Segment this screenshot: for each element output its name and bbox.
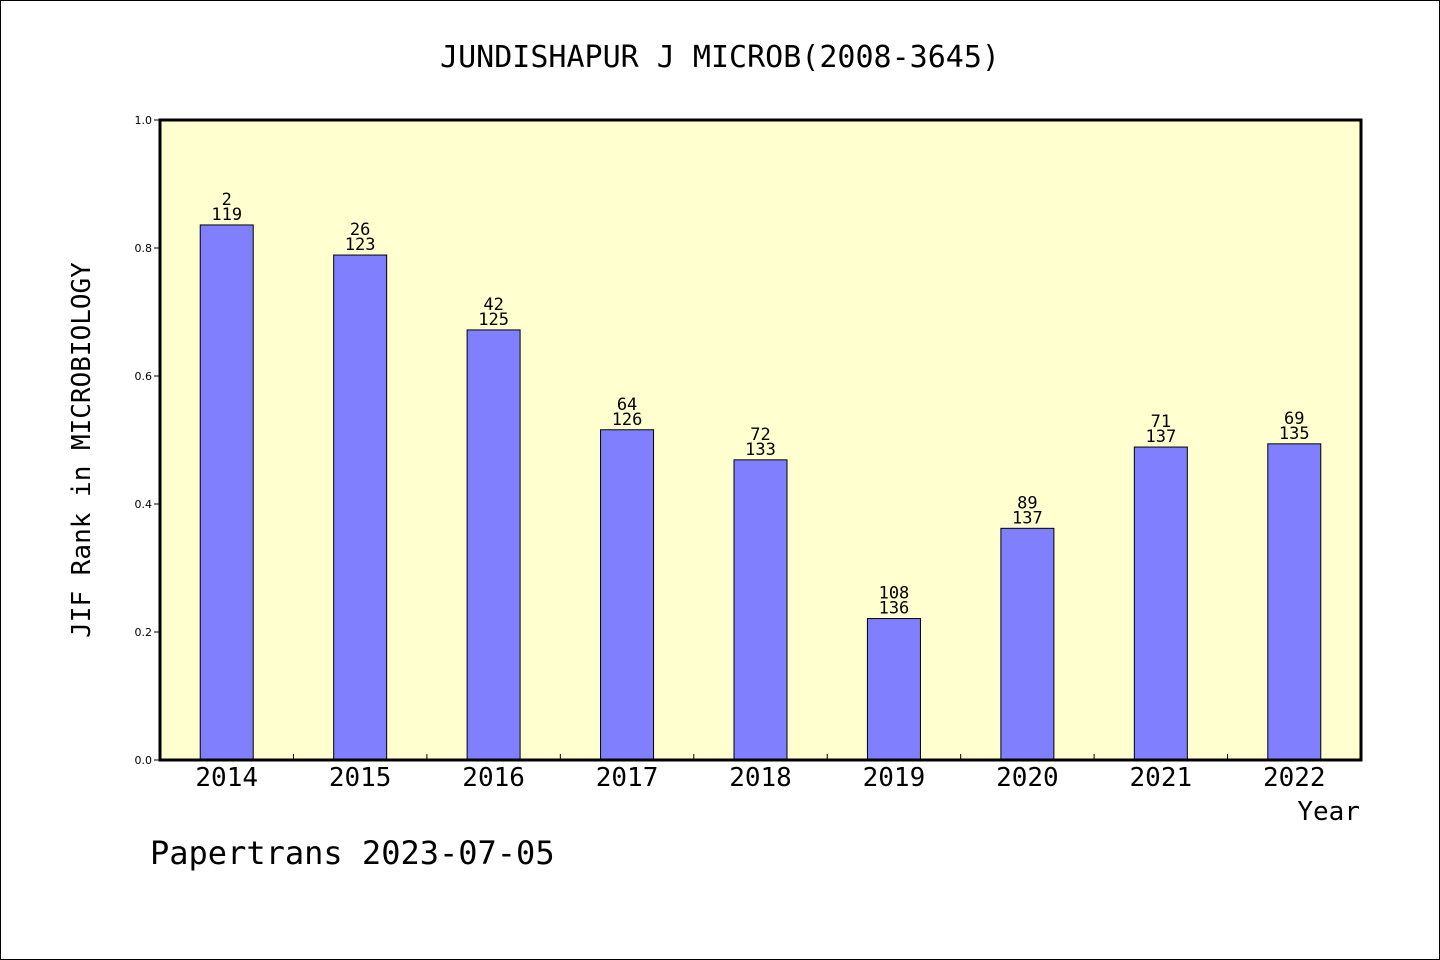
x-axis-ticks: 2014 2015 2016 2017 2018 2019 2020 2021 2022	[195, 754, 1326, 793]
x-tick-label: 2022	[1263, 763, 1326, 793]
x-tick-label: 2018	[729, 763, 792, 793]
x-axis-label: Year	[1297, 797, 1360, 827]
bar-2020	[1000, 527, 1055, 761]
bar-total-label: 126	[612, 410, 643, 430]
x-tick-label: 2015	[329, 763, 392, 793]
x-tick-label: 2019	[863, 763, 926, 793]
bars-group	[199, 224, 1322, 761]
x-tick-label: 2016	[462, 763, 525, 793]
y-tick-label: 0.8	[135, 242, 153, 255]
y-tick-label: 0.4	[135, 498, 153, 511]
y-tick-label: 0.6	[135, 370, 153, 383]
x-tick-label: 2020	[996, 763, 1059, 793]
y-tick-label: 0.0	[135, 754, 153, 767]
footer-credit: Papertrans 2023-07-05	[150, 834, 555, 872]
bar-2022	[1267, 443, 1322, 761]
y-tick-label: 1.0	[135, 114, 153, 127]
bar-total-label: 137	[1145, 427, 1176, 447]
bar-2018	[733, 459, 788, 761]
y-axis-ticks: 0.0 0.2 0.4 0.6 0.8 1.0	[135, 114, 160, 767]
bar-rank-label: 89	[1017, 493, 1037, 513]
bar-total-label: 119	[211, 205, 242, 225]
bar-rank-label: 42	[483, 295, 503, 315]
bar-total-label: 136	[879, 599, 910, 619]
bar-rank-label: 64	[617, 395, 637, 415]
bar-total-label: 135	[1279, 424, 1310, 444]
bar-total-label: 125	[478, 310, 509, 330]
y-axis-label: JIF Rank in MICROBIOLOGY	[67, 262, 97, 638]
bar-total-label: 123	[345, 235, 376, 255]
bar-rank-label: 71	[1151, 412, 1171, 432]
chart-title: JUNDISHAPUR J MICROB(2008-3645)	[440, 40, 1000, 75]
bar-rank-label: 72	[750, 425, 770, 445]
bar-2015	[333, 254, 388, 761]
bar-total-label: 133	[745, 440, 776, 460]
bar-rank-label: 26	[350, 220, 370, 240]
x-tick-label: 2017	[596, 763, 659, 793]
bar-2017	[600, 429, 655, 761]
bar-2014	[199, 224, 254, 761]
bar-rank-label: 2	[222, 190, 232, 210]
x-tick-label: 2021	[1130, 763, 1193, 793]
bar-2016	[466, 329, 521, 761]
bar-total-label: 137	[1012, 508, 1043, 528]
bar-labels-group: 2119261234212564126721331081368913771137…	[211, 190, 1309, 619]
y-tick-label: 0.2	[135, 626, 153, 639]
x-tick-label: 2014	[195, 763, 258, 793]
bar-rank-label: 69	[1284, 409, 1304, 429]
plot-border	[158, 118, 1363, 762]
bar-2019	[866, 618, 921, 761]
bar-rank-label: 108	[879, 584, 910, 604]
bar-2021	[1133, 446, 1188, 761]
